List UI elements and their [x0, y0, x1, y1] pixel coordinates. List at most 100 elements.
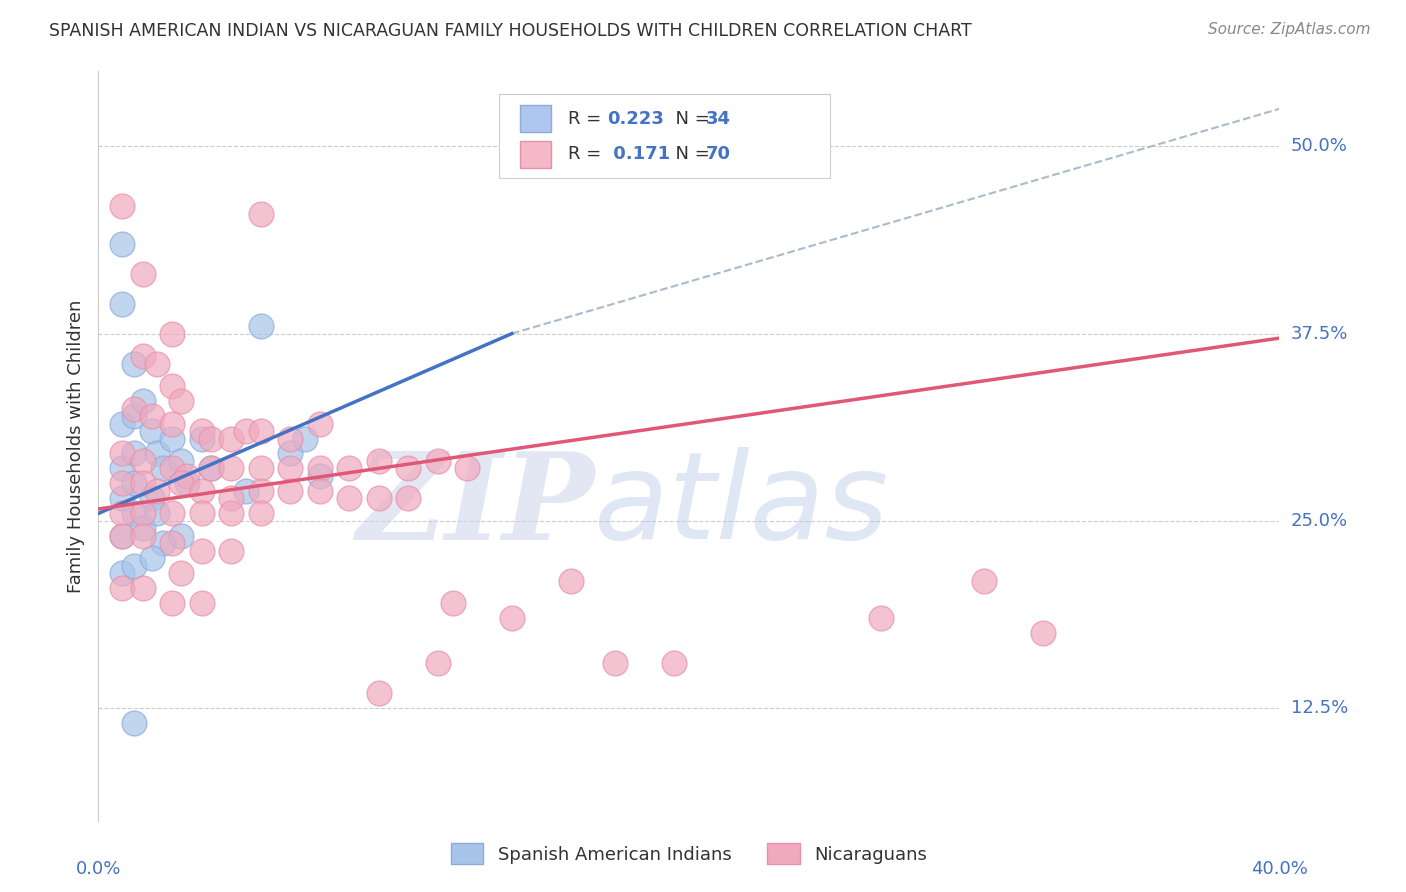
Point — [170, 476, 193, 491]
Text: 37.5%: 37.5% — [1291, 325, 1348, 343]
Point — [427, 657, 450, 671]
Point — [122, 476, 145, 491]
Point — [605, 657, 627, 671]
Text: R =: R = — [568, 110, 607, 128]
Point — [111, 296, 134, 310]
Point — [122, 716, 145, 731]
Point — [122, 409, 145, 423]
Point — [170, 394, 193, 409]
Point — [973, 574, 995, 588]
Point — [122, 446, 145, 460]
Point — [146, 357, 169, 371]
Text: N =: N = — [664, 110, 716, 128]
Point — [111, 446, 134, 460]
Point — [111, 476, 134, 491]
Point — [280, 432, 302, 446]
Point — [132, 267, 155, 281]
Point — [132, 582, 155, 596]
Text: 40.0%: 40.0% — [1251, 860, 1308, 878]
Point — [132, 394, 155, 409]
Point — [132, 521, 155, 535]
Point — [368, 491, 391, 506]
Point — [339, 461, 361, 475]
Point — [191, 432, 214, 446]
Point — [280, 446, 302, 460]
Point — [146, 507, 169, 521]
Point — [111, 507, 134, 521]
Point — [111, 566, 134, 581]
Point — [200, 432, 222, 446]
Point — [294, 432, 316, 446]
Point — [191, 507, 214, 521]
Text: 50.0%: 50.0% — [1291, 137, 1347, 155]
Point — [427, 454, 450, 468]
Point — [191, 424, 214, 438]
Point — [441, 596, 464, 610]
Point — [170, 529, 193, 543]
Text: 25.0%: 25.0% — [1291, 512, 1348, 530]
Point — [170, 566, 193, 581]
Point — [191, 483, 214, 498]
Point — [221, 544, 243, 558]
Point — [398, 461, 420, 475]
Point — [280, 483, 302, 498]
Point — [162, 536, 183, 550]
Point — [368, 686, 391, 700]
Text: 70: 70 — [706, 145, 731, 163]
Point — [152, 536, 174, 550]
Y-axis label: Family Households with Children: Family Households with Children — [66, 300, 84, 592]
Point — [501, 611, 523, 625]
Point — [870, 611, 893, 625]
Point — [200, 461, 222, 475]
Point — [132, 349, 155, 363]
Point — [560, 574, 582, 588]
Point — [122, 357, 145, 371]
Text: 0.171: 0.171 — [607, 145, 671, 163]
Point — [250, 207, 273, 221]
Point — [664, 657, 686, 671]
Point — [457, 461, 479, 475]
Point — [250, 319, 273, 334]
Point — [132, 454, 155, 468]
Point — [200, 461, 222, 475]
Point — [176, 476, 198, 491]
Point — [280, 461, 302, 475]
Text: 0.223: 0.223 — [607, 110, 664, 128]
Point — [191, 596, 214, 610]
Point — [250, 424, 273, 438]
Point — [141, 409, 163, 423]
Point — [111, 199, 134, 213]
Point — [176, 469, 198, 483]
Text: 34: 34 — [706, 110, 731, 128]
Point — [235, 483, 257, 498]
Text: ZIP: ZIP — [356, 447, 595, 566]
Point — [309, 417, 332, 431]
Point — [162, 326, 183, 341]
Point — [132, 476, 155, 491]
Point — [170, 454, 193, 468]
Point — [398, 491, 420, 506]
Text: R =: R = — [568, 145, 607, 163]
Point — [221, 461, 243, 475]
Point — [221, 507, 243, 521]
Point — [191, 544, 214, 558]
Point — [111, 461, 134, 475]
Point — [1032, 626, 1054, 640]
Point — [111, 491, 134, 506]
Point — [368, 454, 391, 468]
Point — [141, 491, 163, 506]
Text: atlas: atlas — [595, 448, 890, 565]
Point — [162, 417, 183, 431]
Point — [122, 507, 145, 521]
Point — [122, 401, 145, 416]
Point — [111, 582, 134, 596]
Point — [111, 529, 134, 543]
Point — [152, 461, 174, 475]
Point — [132, 507, 155, 521]
Point — [309, 461, 332, 475]
Point — [162, 596, 183, 610]
Point — [221, 432, 243, 446]
Point — [162, 461, 183, 475]
Point — [309, 483, 332, 498]
Point — [162, 379, 183, 393]
